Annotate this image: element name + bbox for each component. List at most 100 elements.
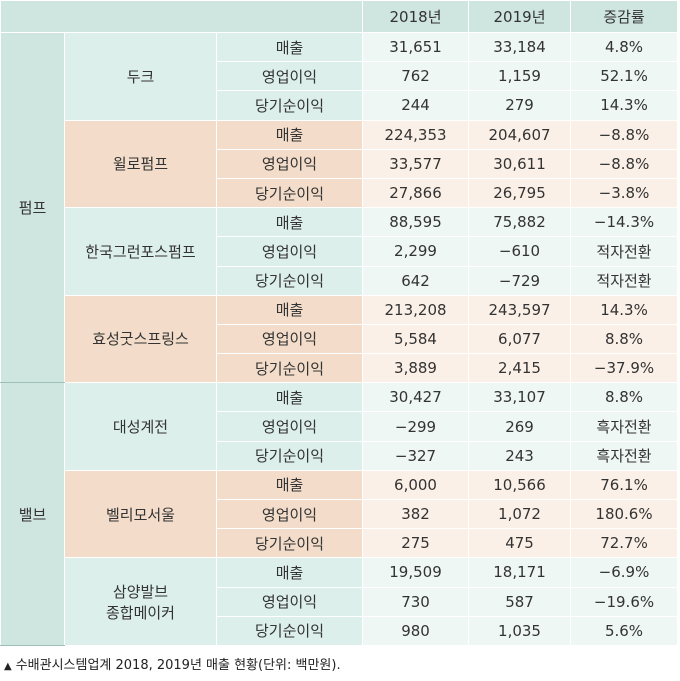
value-2019: 2,415 <box>468 353 572 384</box>
table-row: 영업이익 5,584 6,077 8.8% <box>1 323 679 355</box>
company-name: 대성계전 <box>64 382 217 471</box>
value-2018: −327 <box>362 440 470 471</box>
value-2019: 10,566 <box>468 469 572 501</box>
company-name: 윌로펌프 <box>64 119 217 209</box>
metric-label: 영업이익 <box>215 323 364 355</box>
table-row: 당기순이익 642 −729 적자전환 <box>1 265 679 296</box>
value-change: −8.8% <box>570 148 679 179</box>
company-name: 두크 <box>64 32 217 121</box>
value-change: −3.8% <box>570 177 679 209</box>
value-2019: 30,611 <box>468 148 572 179</box>
value-2019: 1,035 <box>468 615 572 646</box>
company-name: 한국그런포스펌프 <box>64 207 217 296</box>
table-row: 영업이익 −299 269 흑자전환 <box>1 411 679 442</box>
metric-label: 매출 <box>215 207 364 238</box>
metric-label: 매출 <box>215 31 364 63</box>
value-change: 적자전환 <box>570 265 679 296</box>
company-name-line1: 삼양발브 <box>112 582 169 601</box>
table-row: 벨리모서울 매출 6,000 10,566 76.1% <box>1 469 679 559</box>
table-row: 영업이익 33,577 30,611 −8.8% <box>1 148 679 179</box>
value-change: 76.1% <box>570 469 679 501</box>
value-change: 180.6% <box>570 498 679 530</box>
header-change: 증감률 <box>570 0 679 33</box>
header-corner <box>0 0 364 33</box>
value-2019: −729 <box>468 265 572 296</box>
value-2018: 980 <box>362 615 470 646</box>
header-row: 2018년 2019년 증감률 <box>0 0 679 33</box>
header-2019: 2019년 <box>468 0 572 33</box>
metric-label: 영업이익 <box>215 61 364 92</box>
value-change: 5.6% <box>570 615 679 646</box>
table-row: 효성굿스프링스 매출 213,208 243,597 14.3% <box>1 294 679 384</box>
value-2019: 33,184 <box>468 31 572 63</box>
caption-text: 수배관시스템업계 2018, 2019년 매출 현황(단위: 백만원). <box>15 658 341 673</box>
metric-label: 영업이익 <box>215 411 364 442</box>
group-label-pump: 펌프 <box>0 31 65 384</box>
metric-label: 매출 <box>215 294 364 325</box>
value-2019: 26,795 <box>468 177 572 209</box>
triangle-up-icon: ▲ <box>4 661 12 672</box>
value-2018: 730 <box>362 586 470 617</box>
value-change: −8.8% <box>570 119 679 150</box>
value-change: −19.6% <box>570 586 679 617</box>
value-2019: 1,072 <box>468 498 572 530</box>
table-row: 윌로펌프 매출 224,353 204,607 −8.8% <box>1 119 679 209</box>
company-name: 효성굿스프링스 <box>64 294 217 384</box>
sales-table: 2018년 2019년 증감률 펌프 두크 매출 31,651 33,184 4… <box>0 0 679 646</box>
value-2018: 382 <box>362 498 470 530</box>
table-row: 당기순이익 275 475 72.7% <box>1 528 679 559</box>
table-row: 삼양발브 종합메이커 매출 19,509 18,171 −6.9% <box>1 557 679 646</box>
table-row: 펌프 두크 매출 31,651 33,184 4.8% <box>0 31 679 384</box>
metric-label: 영업이익 <box>215 236 364 267</box>
value-change: 52.1% <box>570 61 679 92</box>
metric-label: 당기순이익 <box>215 440 364 471</box>
table-row: 영업이익 762 1,159 52.1% <box>1 61 679 92</box>
value-change: 14.3% <box>570 294 679 325</box>
table-row: 당기순이익 244 279 14.3% <box>1 90 679 121</box>
value-2019: 6,077 <box>468 323 572 355</box>
value-2019: 587 <box>468 586 572 617</box>
group-label-valve: 밸브 <box>0 382 65 646</box>
value-2018: 27,866 <box>362 177 470 209</box>
metric-label: 당기순이익 <box>215 615 364 646</box>
value-change: −6.9% <box>570 557 679 588</box>
value-change: −37.9% <box>570 353 679 384</box>
value-2018: 30,427 <box>362 382 470 413</box>
value-change: 72.7% <box>570 528 679 559</box>
metric-label: 당기순이익 <box>215 90 364 121</box>
value-2018: 244 <box>362 90 470 121</box>
metric-label: 당기순이익 <box>215 265 364 296</box>
value-2018: 33,577 <box>362 148 470 179</box>
value-2019: −610 <box>468 236 572 267</box>
metric-label: 영업이익 <box>215 586 364 617</box>
value-2018: 5,584 <box>362 323 470 355</box>
value-change: 14.3% <box>570 90 679 121</box>
metric-label: 매출 <box>215 557 364 588</box>
value-change: 8.8% <box>570 382 679 413</box>
metric-label: 영업이익 <box>215 498 364 530</box>
value-2019: 1,159 <box>468 61 572 92</box>
value-change: 흑자전환 <box>570 440 679 471</box>
value-2018: 6,000 <box>362 469 470 501</box>
metric-label: 영업이익 <box>215 148 364 179</box>
value-2019: 243 <box>468 440 572 471</box>
table-row: 당기순이익 3,889 2,415 −37.9% <box>1 353 679 384</box>
metric-label: 매출 <box>215 119 364 150</box>
value-2019: 279 <box>468 90 572 121</box>
metric-label: 당기순이익 <box>215 353 364 384</box>
value-2018: 31,651 <box>362 31 470 63</box>
value-change: 8.8% <box>570 323 679 355</box>
metric-label: 당기순이익 <box>215 177 364 209</box>
value-2018: 224,353 <box>362 119 470 150</box>
table-row: 한국그런포스펌프 매출 88,595 75,882 −14.3% <box>1 207 679 296</box>
metric-label: 매출 <box>215 469 364 501</box>
value-2018: 3,889 <box>362 353 470 384</box>
value-2018: 213,208 <box>362 294 470 325</box>
value-2019: 243,597 <box>468 294 572 325</box>
value-2019: 18,171 <box>468 557 572 588</box>
metric-label: 매출 <box>215 382 364 413</box>
value-2018: 2,299 <box>362 236 470 267</box>
company-name-line2: 종합메이커 <box>105 603 175 622</box>
table-caption: ▲ 수배관시스템업계 2018, 2019년 매출 현황(단위: 백만원). <box>4 654 341 673</box>
table-row: 당기순이익 27,866 26,795 −3.8% <box>1 177 679 209</box>
